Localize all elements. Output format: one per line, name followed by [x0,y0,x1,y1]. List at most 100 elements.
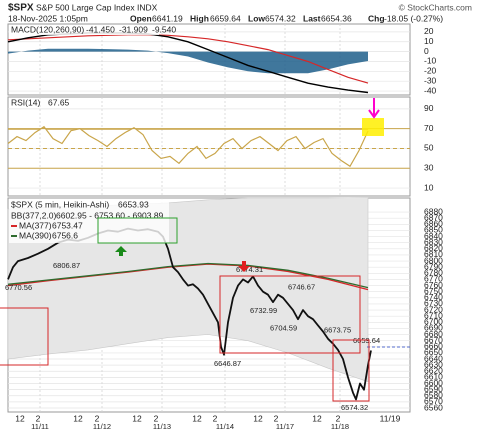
legend-value: 6753.47 [52,220,83,230]
header: $SPX S&P 500 Large Cap Index INDX © Stoc… [8,2,472,23]
y-tick-label: 50 [424,143,434,153]
x-date-label: 11/18 [331,422,349,430]
y-tick-label: 6730 [424,298,443,308]
chg-label: Chg [368,13,385,23]
x-tick-label: 12 [73,413,83,423]
y-tick-label: 6640 [424,353,443,363]
band-legend: BB(377,2.0) [11,210,57,220]
y-tick-label: 6610 [424,372,443,382]
y-tick-label: -10 [424,56,437,66]
red-box [332,339,370,402]
y-tick-label: 6870 [424,212,443,222]
chg: -18.05 (-0.27%) [384,13,443,23]
y-tick-label: 6820 [424,243,443,253]
price-annotation: 6673.75 [324,325,351,334]
y-tick-label: 6690 [424,323,443,333]
y-tick-label: 6740 [424,292,443,302]
red-box [219,275,361,354]
y-tick-label: 6750 [424,286,443,296]
price-annotation: 6806.87 [53,261,80,270]
y-tick-label: 30 [424,163,434,173]
date: 18-Nov-2025 1:05pm [8,13,88,23]
y-tick-label: 6760 [424,280,443,290]
y-tick-label: 6800 [424,255,443,265]
legend-bg [9,199,169,243]
y-tick-label: 70 [424,123,434,133]
panel-title: RSI(14) [11,97,40,107]
price-annotation: 6574.32 [341,403,368,412]
y-tick-label: 6630 [424,359,443,369]
y-tick-label: 6680 [424,329,443,339]
panel-value: 6653.93 [118,199,149,209]
pink-arrow [368,98,380,119]
macd-frame [7,23,411,96]
green-box [97,217,178,244]
low-label: Low [248,13,265,23]
y-tick-label: 6570 [424,396,443,406]
macd-histogram [8,48,368,74]
price-annotation: 6746.67 [288,283,315,292]
label-bg [9,25,159,35]
rsi-fill [8,127,368,169]
red-arrow [238,261,250,272]
rsi-frame [7,96,411,197]
x-tick-label: 2 [213,413,218,423]
symbol: $SPX [8,3,34,14]
y-tick-label: 6600 [424,378,443,388]
high-label: High [190,13,209,23]
band-legend-value: 6602.95 - 6753.60 - 6903.89 [56,210,164,220]
y-tick-label: 20 [424,26,434,36]
y-tick-label: 6650 [424,347,443,357]
price-annotation: 6774.31 [236,265,263,274]
rsi-line [7,125,369,168]
y-tick-label: 6810 [424,249,443,259]
y-tick-label: -40 [424,85,437,95]
x-tick-label: 11/19 [380,413,401,423]
y-tick-label: 6850 [424,225,443,235]
y-tick-label: 90 [424,103,434,113]
x-tick-label: 12 [132,413,142,423]
y-tick-label: -30 [424,75,437,85]
y-tick-label: 6790 [424,261,443,271]
x-date-label: 11/11 [31,422,49,430]
y-tick-label: 6560 [424,402,443,412]
signal-line [7,34,369,84]
panel-value: -41.450 [86,24,115,34]
x-tick-label: 2 [154,413,159,423]
y-tick-label: -20 [424,66,437,76]
y-tick-label: 6590 [424,384,443,394]
x-tick-label: 2 [95,413,100,423]
y-tick-label: 6880 [424,206,443,216]
moving-average [7,262,369,289]
legend-value: 6756.6 [52,230,78,240]
x-date-label: 11/13 [153,422,171,430]
index-name: S&P 500 Large Cap Index INDX [36,2,158,12]
last-label: Last [303,13,321,23]
x-tick-label: 2 [36,413,41,423]
price-annotation: 6770.56 [5,283,32,292]
y-tick-label: 6700 [424,317,443,327]
source: © StockCharts.com [399,2,472,12]
y-tick-label: 6670 [424,335,443,345]
x-tick-label: 12 [253,413,263,423]
x-tick-label: 12 [15,413,25,423]
y-tick-label: 6780 [424,268,443,278]
y-tick-label: 10 [424,36,434,46]
panel-title: $SPX (5 min, Heikin-Ashi) [11,199,109,209]
y-tick-label: 6620 [424,366,443,376]
panel-value: -31.909 [119,24,148,34]
x-tick-label: 12 [192,413,202,423]
y-tick-label: 6720 [424,304,443,314]
y-tick-label: 0 [424,46,429,56]
y-tick-label: 6770 [424,274,443,284]
last: 6654.36 [321,13,352,23]
x-tick-label: 2 [336,413,341,423]
rsi-fill [8,126,368,130]
red-box [0,307,49,366]
y-tick-label: 10 [424,182,434,192]
y-tick-label: 6860 [424,219,443,229]
highlight-box [362,118,384,136]
legend-name: MA(390) [19,230,52,240]
x-tick-label: 2 [274,413,279,423]
